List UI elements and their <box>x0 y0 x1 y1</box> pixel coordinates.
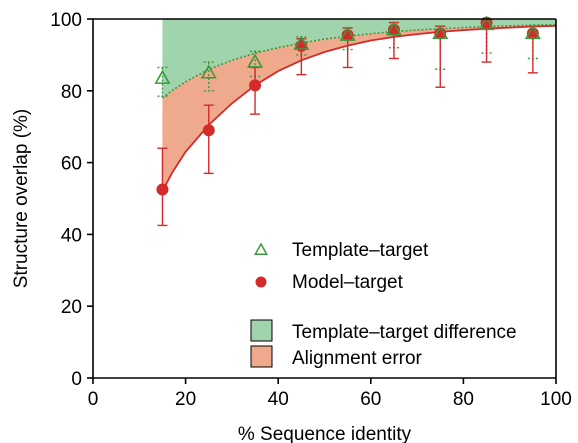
legend-model-target-marker <box>255 276 267 288</box>
template-target-point <box>339 26 356 41</box>
model-target-point <box>156 183 169 196</box>
y-tick-label: 60 <box>61 154 82 175</box>
legend-alignment-error-swatch <box>250 345 273 368</box>
legend: Template–target Model–target Template–targ… <box>250 240 517 369</box>
model-target-point <box>202 124 215 137</box>
y-tick-label: 0 <box>71 369 82 390</box>
template-target-point <box>200 64 217 79</box>
y-tick-label: 40 <box>61 225 82 246</box>
x-tick-label: 100 <box>540 389 572 410</box>
x-tick-label: 20 <box>175 389 196 410</box>
legend-template-target-label: Template–target <box>292 240 429 261</box>
legend-template-target-difference-swatch <box>250 319 273 342</box>
template-target-point <box>247 53 264 68</box>
legend-template-target-marker <box>254 242 268 255</box>
template-target-difference-area <box>162 19 556 98</box>
area-layer <box>162 19 556 192</box>
template-target-point <box>478 15 495 31</box>
model-target-point <box>249 79 262 92</box>
legend-template-target-difference-label: Template–target difference <box>292 322 517 343</box>
y-tick-label: 80 <box>61 82 82 103</box>
y-tick-label: 20 <box>61 297 82 318</box>
template-target-point <box>524 24 541 40</box>
x-axis-title: % Sequence identity <box>238 424 412 443</box>
template-target-point <box>293 35 310 50</box>
x-tick-label: 0 <box>88 389 99 410</box>
x-tick-label: 60 <box>360 389 381 410</box>
marker-layer <box>154 15 541 196</box>
legend-model-target-label: Model–target <box>292 272 404 293</box>
legend-alignment-error-label: Alignment error <box>292 348 423 369</box>
x-tick-label: 80 <box>453 389 474 410</box>
template-target-point <box>385 21 402 36</box>
x-tick-label: 40 <box>268 389 289 410</box>
template-target-point <box>154 69 171 84</box>
y-axis-title: Structure overlap (%) <box>11 109 32 289</box>
y-tick-label: 100 <box>50 10 82 31</box>
axes: 0 20 40 60 80 100 0 20 40 60 80 100 % Sequence ident… <box>11 10 572 443</box>
template-target-point <box>432 24 449 40</box>
